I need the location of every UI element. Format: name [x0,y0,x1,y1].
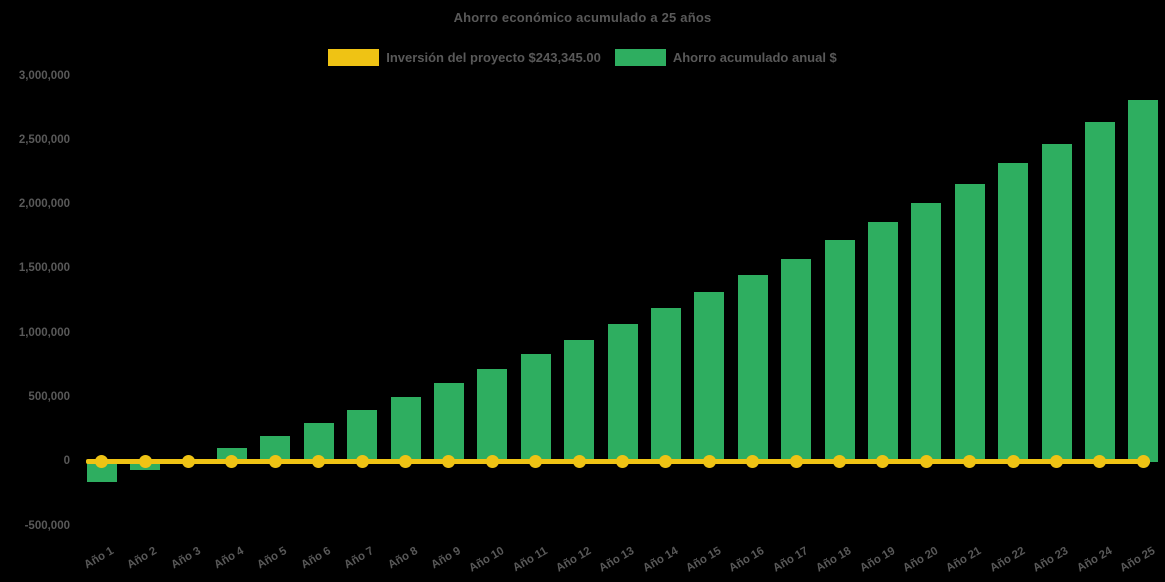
bar-año-23 [1041,143,1072,462]
bar-año-11 [520,354,551,462]
x-axis-tick-label: Año 9 [429,545,463,572]
x-axis-tick-label: Año 1 [82,545,116,572]
y-axis-tick-label: 3,000,000 [18,69,70,82]
x-axis-tick-label: Año 19 [857,545,897,575]
investment-line-marker [268,455,282,469]
x-axis-tick-label: Año 18 [814,545,854,575]
chart-title: Ahorro económico acumulado a 25 años [453,10,712,25]
bar-año-4 [216,448,247,462]
bar-año-16 [737,275,768,462]
investment-line-marker [659,455,673,469]
bar-año-20 [911,202,942,462]
x-axis-tick-label: Año 14 [640,545,680,575]
bar-año-9 [433,383,464,462]
investment-legend-swatch [328,49,380,66]
investment-line-marker [876,455,890,469]
x-axis-tick-label: Año 8 [385,545,420,572]
x-axis-tick-label: Año 5 [255,545,290,572]
bar-año-17 [781,258,812,462]
y-axis-tick-label: 0 [63,455,70,468]
bar-año-14 [650,308,681,462]
x-axis-tick-label: Año 23 [1031,545,1071,575]
investment-line-marker [529,455,543,469]
y-axis-tick-label: 500,000 [28,390,70,403]
investment-line-marker [182,455,195,469]
investment-line-marker [963,455,977,469]
investment-line-marker [1093,455,1107,469]
investment-line-marker [1006,455,1020,469]
legend: Inversión del proyecto $243,345.00 Ahorr… [0,49,1165,66]
bar-año-19 [867,221,898,462]
investment-line-marker [702,455,716,469]
investment-line-marker [485,455,499,469]
bar-año-21 [954,184,985,462]
savings-legend-swatch [614,49,666,66]
y-axis-tick-label: 1,500,000 [18,262,70,275]
x-axis-tick-label: Año 20 [901,545,941,575]
investment-line-marker [789,455,803,469]
x-axis-tick-label: Año 21 [944,545,984,575]
investment-line-marker [1050,455,1063,469]
x-axis-tick-label: Año 17 [770,545,811,575]
investment-line-marker [746,455,760,469]
bar-año-22 [998,163,1029,462]
investment-line-marker [616,455,629,469]
bar-año-7 [347,410,378,462]
y-axis-tick-label: 2,000,000 [18,198,70,211]
investment-line-marker [919,455,933,469]
investment-line-marker [355,455,369,469]
x-axis-tick-label: Año 15 [684,545,724,575]
investment-line-marker [833,455,846,469]
y-axis-tick-label: -500,000 [24,519,70,532]
y-axis-tick-label: 1,000,000 [18,326,70,339]
bar-año-24 [1084,122,1115,462]
x-axis-tick-label: Año 3 [168,545,203,572]
x-axis-tick-label: Año 2 [125,545,160,572]
bar-año-18 [824,239,855,462]
x-axis-tick-label: Año 6 [299,545,333,572]
investment-line-marker [1136,455,1150,469]
investment-line-marker [572,455,586,469]
investment-line-marker [399,455,412,469]
x-axis-tick-label: Año 22 [987,545,1028,575]
y-axis-tick-label: 2,500,000 [18,133,70,146]
x-axis-tick-label: Año 13 [597,545,637,575]
bar-año-25 [1128,100,1159,462]
bar-año-15 [694,292,725,462]
x-axis-tick-label: Año 4 [212,545,246,572]
investment-line-marker [312,455,326,469]
investment-legend-label: Inversión del proyecto $243,345.00 [386,50,601,65]
x-axis-tick-label: Año 10 [467,545,507,575]
investment-line-marker [138,455,152,469]
bar-año-8 [390,396,421,462]
investment-line-marker [225,455,239,469]
x-axis-tick-label: Año 11 [511,545,550,575]
x-axis-tick-label: Año 12 [553,545,594,575]
x-axis-tick-label: Año 16 [727,545,767,575]
investment-line-marker [95,455,109,469]
x-axis-tick-label: Año 24 [1074,545,1114,575]
investment-line-marker [442,455,456,469]
savings-legend-label: Ahorro acumulado anual $ [672,50,837,65]
legend-item-savings: Ahorro acumulado anual $ [614,49,837,66]
bar-año-13 [607,323,638,462]
legend-item-investment: Inversión del proyecto $243,345.00 [328,49,601,66]
bar-año-1 [86,461,117,482]
x-axis-tick-label: Año 25 [1118,545,1158,575]
bar-año-10 [477,369,508,462]
bar-año-12 [564,339,595,462]
x-axis-tick-label: Año 7 [342,545,377,572]
